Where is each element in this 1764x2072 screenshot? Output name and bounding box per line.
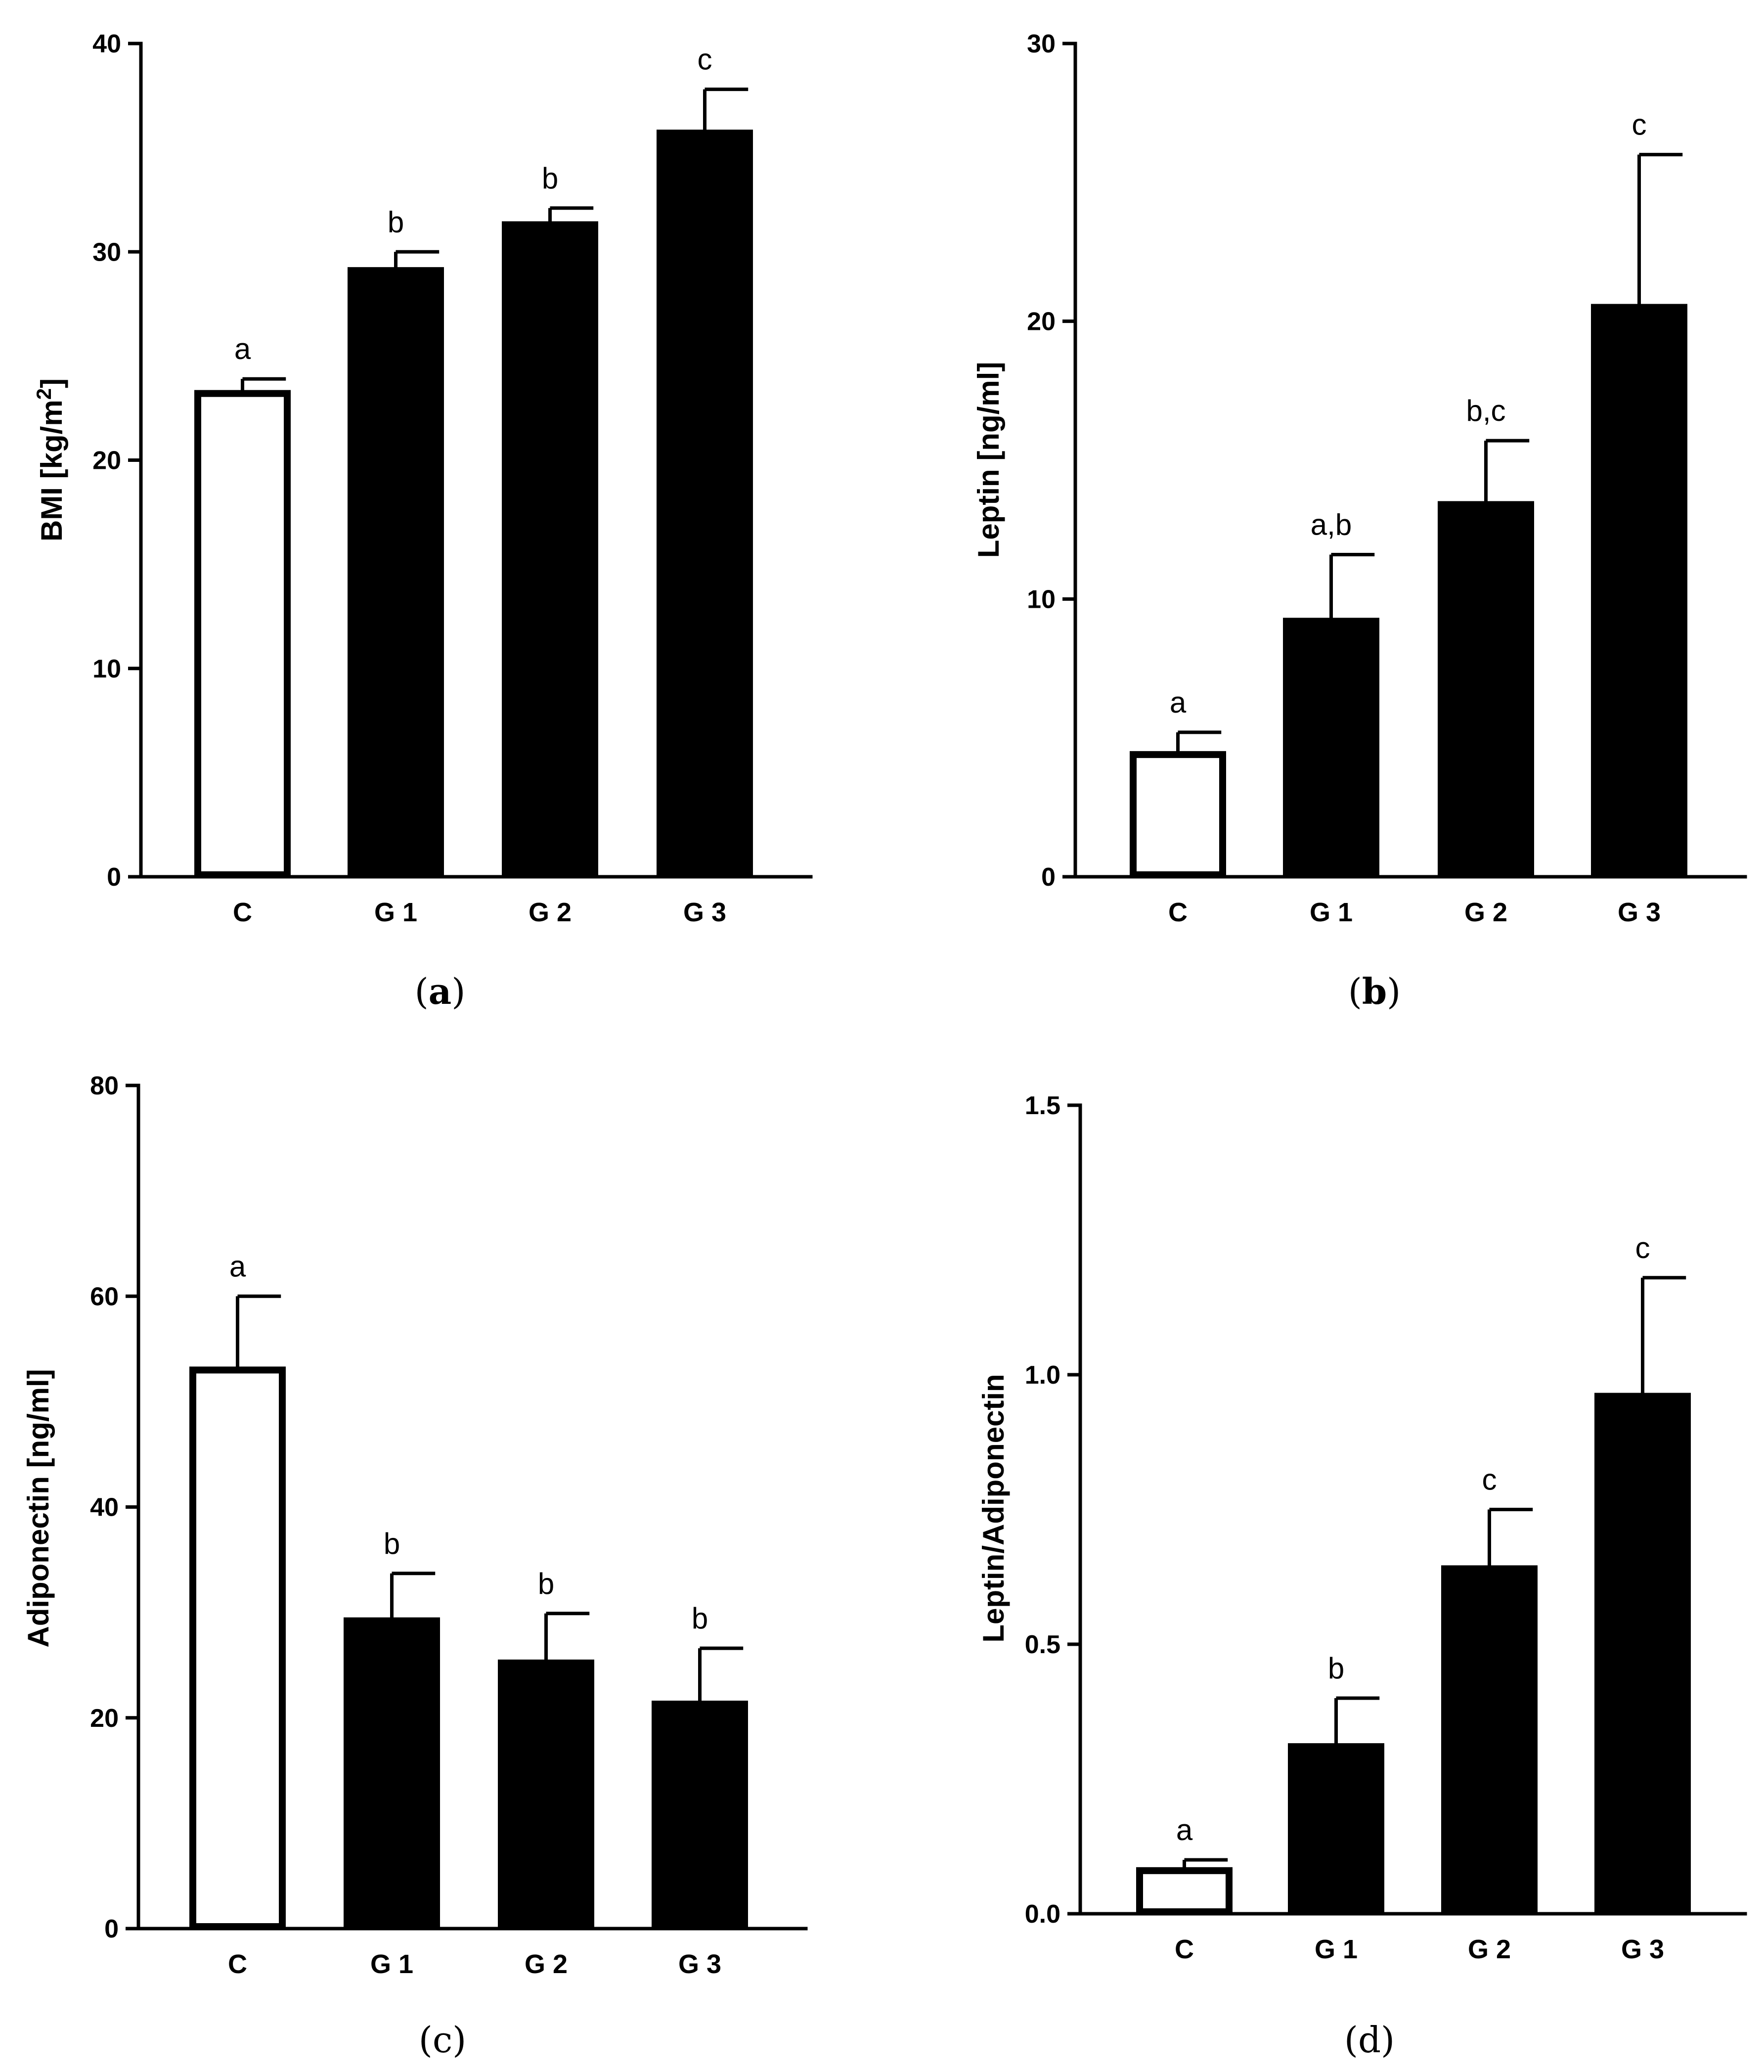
x-tick-label: G 3 bbox=[1618, 898, 1661, 927]
x-tick-label: G 2 bbox=[1468, 1935, 1511, 1964]
bar-g1 bbox=[344, 1617, 440, 1931]
bar-g1 bbox=[1288, 1743, 1384, 1916]
x-tick-label: C bbox=[233, 898, 252, 927]
bar-g3 bbox=[657, 130, 753, 879]
y-tick-label: 0.0 bbox=[1025, 1900, 1060, 1929]
x-tick-label: G 3 bbox=[1621, 1935, 1664, 1964]
x-tick-label: G 1 bbox=[1315, 1935, 1358, 1964]
x-tick-label: G 2 bbox=[529, 898, 572, 927]
significance-label: b bbox=[1328, 1652, 1344, 1685]
significance-label: a bbox=[229, 1250, 246, 1283]
y-tick-label: 30 bbox=[92, 238, 121, 267]
bar-c bbox=[1130, 751, 1226, 879]
significance-label: a bbox=[234, 332, 251, 365]
y-tick-label: 0 bbox=[104, 1915, 119, 1943]
bar-g3 bbox=[1591, 304, 1687, 878]
significance-label: b bbox=[538, 1567, 554, 1600]
significance-label: a bbox=[1176, 1813, 1193, 1847]
chart-panel-b: 0 10 20 30 Leptin [ng/ml] a Ca,b G 1 b,c G 2 c G 3 bbox=[972, 30, 1747, 927]
y-tick-label: 80 bbox=[90, 1072, 119, 1100]
bar-g1 bbox=[348, 267, 444, 878]
chart-panel-c: 0 20 40 60 80 Adiponectin [ng/ml] a Cb G 1 b G 2 b G… bbox=[22, 1072, 808, 1979]
significance-label: a,b bbox=[1311, 508, 1352, 541]
y-tick-label: 1.0 bbox=[1025, 1361, 1060, 1390]
y-axis-label: Leptin/Adiponectin bbox=[977, 1374, 1010, 1642]
bar-g2 bbox=[502, 221, 598, 878]
significance-label: b bbox=[384, 1527, 400, 1560]
significance-label: c bbox=[1635, 1231, 1650, 1264]
x-tick-label: G 3 bbox=[678, 1949, 721, 1979]
bar-c bbox=[189, 1366, 286, 1930]
x-tick-label: G 1 bbox=[1310, 898, 1353, 927]
significance-label: b bbox=[542, 162, 558, 195]
chart-panel-d: 0.0 0.5 1.0 1.5 Leptin/Adiponectin a Cb G 1 c G 2… bbox=[977, 1091, 1747, 1964]
y-axis-label: Adiponectin [ng/ml] bbox=[22, 1369, 55, 1647]
panel-label-a: (a) bbox=[415, 970, 466, 1012]
x-tick-label: C bbox=[1175, 1935, 1194, 1964]
x-tick-label: C bbox=[228, 1949, 247, 1979]
x-tick-label: G 1 bbox=[370, 1949, 413, 1979]
y-tick-label: 20 bbox=[90, 1704, 119, 1733]
y-tick-label: 20 bbox=[92, 447, 121, 475]
bar-c bbox=[1136, 1867, 1233, 1916]
chart-panel-a: 0 10 20 30 40 BMI [kg/m2] a Cb G 1 b G 2 c G 3 bbox=[32, 30, 813, 927]
significance-label: b bbox=[692, 1602, 708, 1635]
y-tick-label: 20 bbox=[1027, 308, 1056, 336]
bar-g2 bbox=[498, 1659, 594, 1931]
y-tick-label: 40 bbox=[90, 1493, 119, 1522]
y-tick-label: 0.5 bbox=[1025, 1630, 1060, 1659]
panel-label-d: (d) bbox=[1344, 2019, 1395, 2061]
bar-c bbox=[194, 390, 291, 878]
significance-label: b bbox=[388, 205, 404, 238]
significance-label: c bbox=[1632, 108, 1647, 141]
y-tick-label: 0 bbox=[1041, 863, 1056, 892]
bar-g3 bbox=[652, 1701, 748, 1930]
bar-g3 bbox=[1594, 1393, 1691, 1916]
y-axis-label: Leptin [ng/ml] bbox=[972, 362, 1005, 558]
significance-label: c bbox=[1482, 1463, 1497, 1496]
bar-g1 bbox=[1283, 618, 1379, 879]
y-axis-label: BMI [kg/m2] bbox=[32, 378, 68, 541]
panel-label-c: (c) bbox=[419, 2019, 467, 2061]
x-tick-label: G 3 bbox=[683, 898, 726, 927]
y-tick-label: 10 bbox=[1027, 585, 1056, 614]
y-tick-label: 1.5 bbox=[1025, 1091, 1060, 1120]
x-tick-label: G 1 bbox=[374, 898, 417, 927]
y-tick-label: 40 bbox=[92, 30, 121, 58]
x-tick-label: G 2 bbox=[525, 1949, 568, 1979]
panel-label-b: (b) bbox=[1348, 970, 1401, 1012]
significance-label: c bbox=[698, 43, 712, 76]
significance-label: a bbox=[1170, 686, 1187, 719]
x-tick-label: G 2 bbox=[1464, 898, 1507, 927]
significance-label: b,c bbox=[1466, 394, 1505, 427]
bar-g2 bbox=[1441, 1565, 1538, 1915]
y-tick-label: 30 bbox=[1027, 30, 1056, 58]
y-tick-label: 0 bbox=[107, 863, 121, 892]
bar-g2 bbox=[1438, 501, 1534, 878]
y-tick-label: 10 bbox=[92, 655, 121, 683]
x-tick-label: C bbox=[1168, 898, 1188, 927]
y-tick-label: 60 bbox=[90, 1282, 119, 1311]
